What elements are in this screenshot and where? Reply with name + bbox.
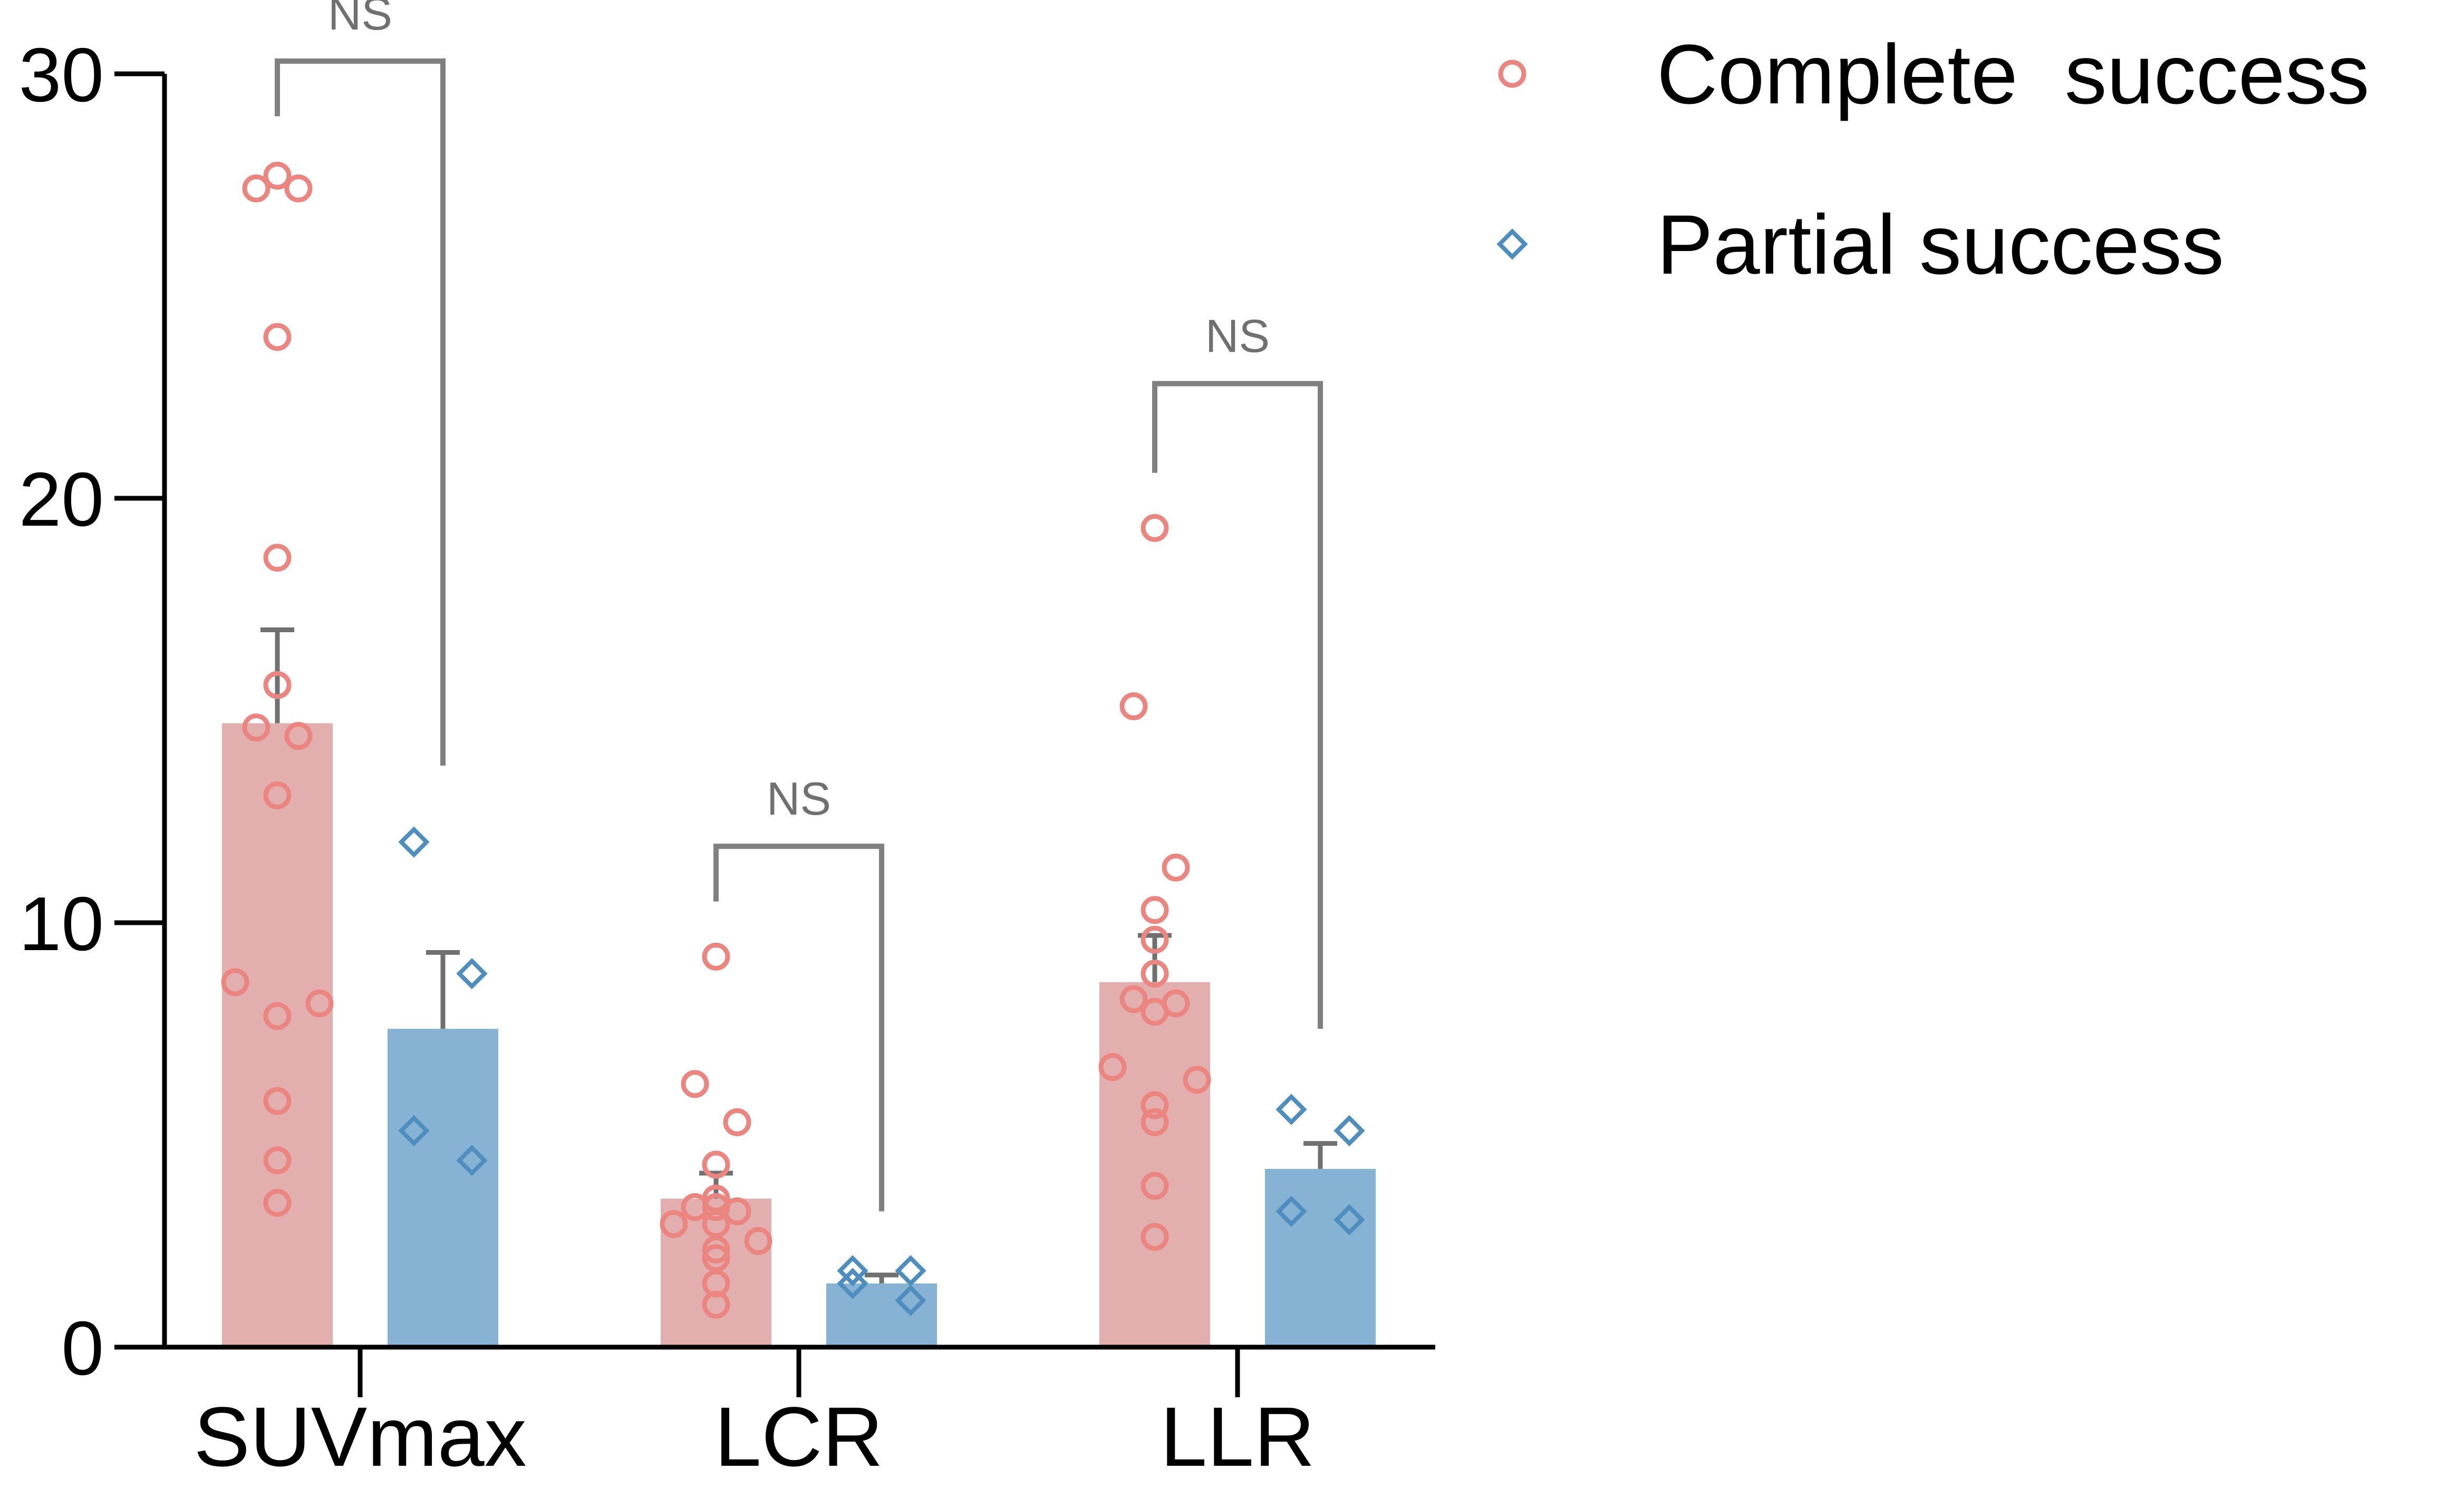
data-point-llr-complete — [1141, 896, 1169, 924]
y-tick-label-20: 20 — [19, 457, 104, 542]
y-tick-label-30: 30 — [19, 32, 104, 118]
data-point-llr-partial — [1334, 1204, 1365, 1236]
data-point-lcr-complete — [702, 1235, 730, 1264]
data-point-suvmax-partial — [456, 1145, 488, 1176]
data-point-lcr-complete — [702, 1291, 730, 1319]
data-point-suvmax-complete — [263, 1146, 292, 1175]
data-point-lcr-complete — [702, 942, 730, 971]
data-point-lcr-complete — [681, 1193, 709, 1221]
data-point-suvmax-complete — [305, 989, 334, 1018]
data-point-lcr-complete — [681, 1070, 709, 1098]
data-point-llr-complete — [1141, 1172, 1169, 1200]
data-point-lcr-partial — [837, 1255, 868, 1287]
data-point-suvmax-complete — [263, 781, 292, 809]
data-point-suvmax-complete — [284, 174, 313, 202]
data-point-lcr-partial — [895, 1255, 926, 1287]
data-point-suvmax-complete — [284, 722, 313, 750]
bar-suvmax-complete — [222, 723, 333, 1347]
data-point-lcr-complete — [723, 1197, 751, 1225]
x-tick-label-lcr: LCR — [714, 1389, 883, 1484]
data-point-suvmax-partial — [456, 958, 488, 990]
data-point-llr-partial — [1276, 1094, 1307, 1125]
bar-llr-complete — [1099, 982, 1210, 1347]
data-point-suvmax-complete — [242, 174, 270, 202]
data-point-llr-complete — [1141, 998, 1169, 1026]
data-point-llr-complete — [1141, 925, 1169, 954]
bar-suvmax-partial — [388, 1029, 498, 1347]
data-point-lcr-partial — [837, 1268, 868, 1299]
data-point-llr-complete — [1141, 1223, 1169, 1251]
data-point-suvmax-complete — [263, 671, 292, 699]
data-point-suvmax-complete — [263, 1002, 292, 1030]
y-tick-label-0: 0 — [61, 1305, 104, 1391]
data-point-llr-complete — [1141, 514, 1169, 542]
x-tick-label-llr: LLR — [1160, 1389, 1315, 1484]
data-point-llr-complete — [1141, 1108, 1169, 1136]
legend-label-partial: Partial success — [1657, 197, 2224, 292]
data-point-suvmax-partial — [398, 1115, 430, 1147]
data-point-llr-complete — [1141, 960, 1169, 988]
data-point-lcr-complete — [744, 1227, 772, 1255]
significance-bracket-suvmax — [275, 58, 446, 766]
legend-marker-complete — [1498, 60, 1526, 88]
legend-marker-partial — [1496, 228, 1528, 260]
significance-label-lcr: NS — [767, 772, 831, 825]
data-point-llr-partial — [1276, 1195, 1307, 1227]
significance-bracket-lcr — [713, 844, 884, 1212]
data-point-suvmax-complete — [263, 1188, 292, 1217]
data-point-suvmax-complete — [242, 713, 270, 742]
data-point-lcr-complete — [702, 1150, 730, 1179]
bar-llr-partial — [1265, 1168, 1376, 1347]
data-point-lcr-partial — [895, 1284, 926, 1317]
data-point-llr-complete — [1119, 692, 1148, 720]
data-point-lcr-complete — [660, 1210, 688, 1239]
y-tick-label-10: 10 — [19, 881, 104, 966]
data-point-suvmax-complete — [263, 1087, 292, 1115]
legend-label-complete: Complete success — [1657, 27, 2370, 121]
data-point-lcr-complete — [723, 1108, 751, 1136]
data-point-llr-partial — [1334, 1115, 1365, 1147]
bar-lcr-partial — [826, 1283, 937, 1347]
data-point-llr-complete — [1162, 853, 1190, 882]
data-point-llr-complete — [1119, 985, 1148, 1013]
data-point-suvmax-complete — [263, 161, 292, 190]
data-point-suvmax-partial — [398, 826, 430, 858]
data-point-suvmax-complete — [221, 968, 249, 997]
data-point-llr-complete — [1098, 1053, 1127, 1081]
significance-label-suvmax: NS — [328, 0, 392, 40]
data-point-suvmax-complete — [263, 544, 292, 572]
data-point-suvmax-complete — [263, 323, 292, 351]
x-tick-label-suvmax: SUVmax — [194, 1389, 526, 1484]
significance-bracket-llr — [1152, 381, 1323, 1029]
significance-label-llr: NS — [1205, 310, 1270, 362]
data-point-llr-complete — [1183, 1066, 1211, 1094]
data-point-llr-complete — [1141, 1091, 1169, 1119]
